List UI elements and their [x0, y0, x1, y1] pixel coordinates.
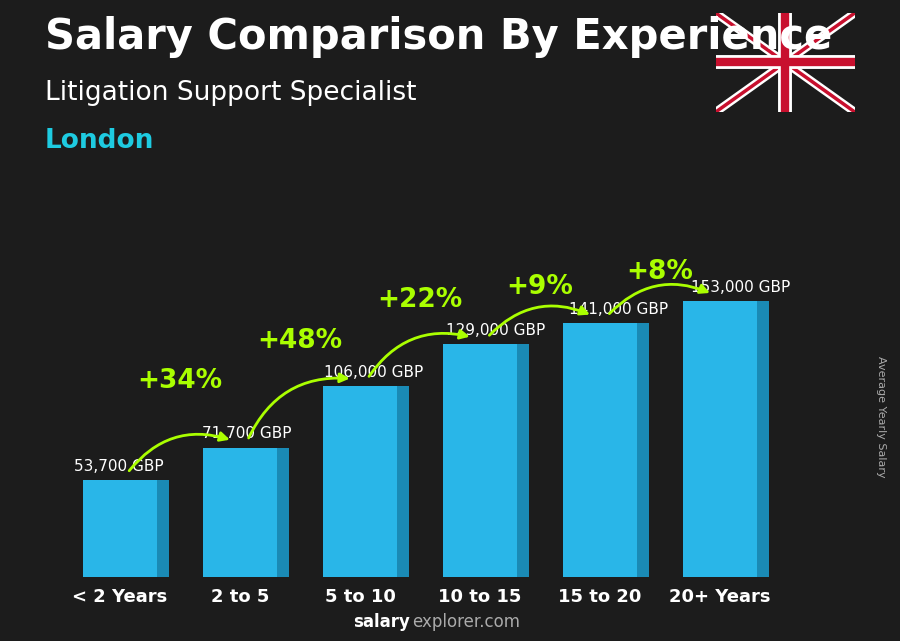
- Polygon shape: [518, 344, 529, 577]
- Text: salary: salary: [353, 613, 410, 631]
- Polygon shape: [562, 323, 637, 577]
- Text: +9%: +9%: [507, 274, 573, 300]
- Text: +48%: +48%: [257, 328, 343, 354]
- FancyArrowPatch shape: [609, 285, 707, 313]
- Text: +8%: +8%: [626, 260, 693, 285]
- FancyArrowPatch shape: [369, 331, 467, 376]
- FancyArrowPatch shape: [130, 433, 227, 470]
- Polygon shape: [202, 447, 277, 577]
- Text: Average Yearly Salary: Average Yearly Salary: [877, 356, 886, 478]
- Polygon shape: [757, 301, 770, 577]
- Text: 141,000 GBP: 141,000 GBP: [569, 301, 668, 317]
- Text: 53,700 GBP: 53,700 GBP: [75, 459, 164, 474]
- Text: +34%: +34%: [138, 368, 222, 394]
- Text: Litigation Support Specialist: Litigation Support Specialist: [45, 80, 417, 106]
- Polygon shape: [637, 323, 649, 577]
- Text: 153,000 GBP: 153,000 GBP: [691, 280, 790, 295]
- FancyArrowPatch shape: [490, 306, 587, 335]
- FancyArrowPatch shape: [248, 374, 346, 438]
- Text: London: London: [45, 128, 155, 154]
- Text: Salary Comparison By Experience: Salary Comparison By Experience: [45, 16, 832, 58]
- Text: +22%: +22%: [377, 287, 463, 313]
- Text: 106,000 GBP: 106,000 GBP: [324, 365, 423, 379]
- Text: 129,000 GBP: 129,000 GBP: [446, 323, 545, 338]
- Polygon shape: [323, 386, 397, 577]
- Polygon shape: [83, 480, 158, 577]
- Polygon shape: [683, 301, 757, 577]
- Polygon shape: [443, 344, 518, 577]
- Polygon shape: [277, 447, 289, 577]
- Polygon shape: [158, 480, 169, 577]
- Text: 71,700 GBP: 71,700 GBP: [202, 426, 291, 442]
- Text: explorer.com: explorer.com: [412, 613, 520, 631]
- Polygon shape: [397, 386, 410, 577]
